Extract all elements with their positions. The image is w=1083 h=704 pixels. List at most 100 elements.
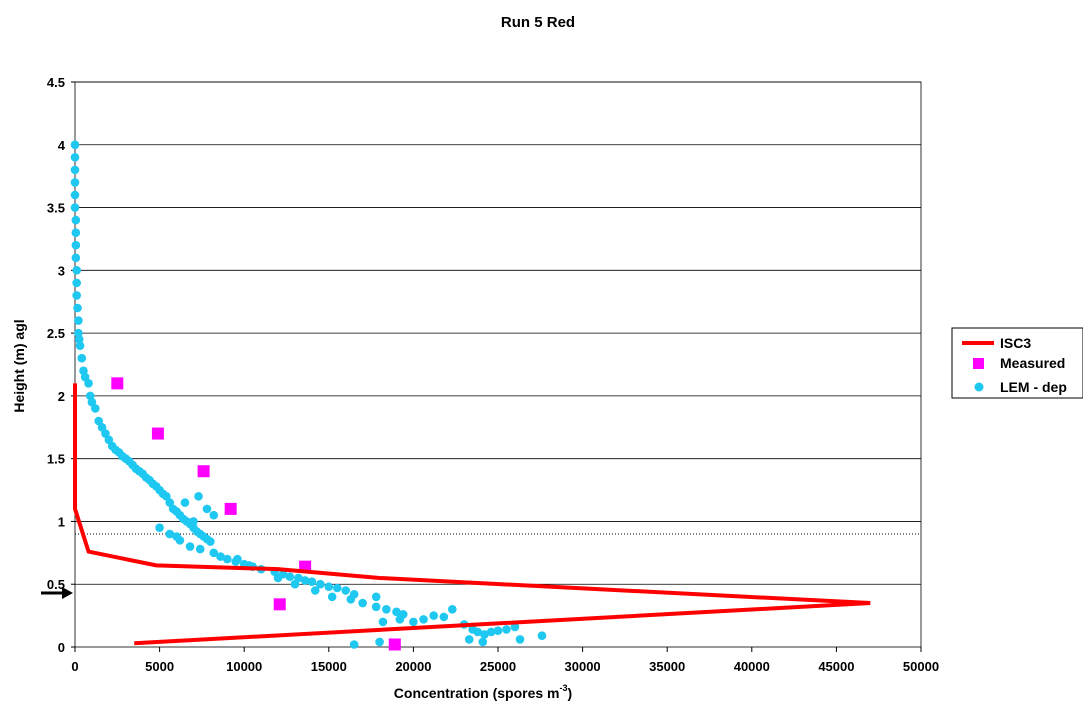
x-tick-label: 40000 [734,659,770,674]
lem-point [101,429,110,438]
lem-point [70,178,80,187]
lem-point [97,422,107,432]
measured-point [111,377,124,390]
measured-point [197,465,210,478]
lem-point [71,215,81,225]
y-tick-label: 0 [58,640,65,655]
lem-point [70,190,80,200]
lem-point [70,140,80,150]
y-tick-label: 2 [58,389,65,404]
lem-point [222,554,232,564]
x-axis-label: Concentration (spores m-3) [394,683,572,701]
lem-point [71,228,81,237]
chart-title: Run 5 Red [501,14,575,31]
series-isc3 [73,383,871,646]
legend: ISC3 Measured LEM - dep [951,327,1083,399]
lem-point [209,548,219,558]
lem-point [180,498,190,507]
lem-point [327,592,337,602]
lem-point [341,586,351,595]
lem-point [189,517,198,526]
lem-point [464,635,474,644]
lem-point [429,611,439,620]
lem-point [480,630,489,639]
lem-point [537,631,547,640]
lem-point [155,523,164,533]
lem-point [73,303,82,313]
y-tick-label: 1.5 [47,452,65,467]
lem-point [371,592,381,602]
lem-point [392,607,401,617]
lem-point [409,617,418,627]
lem-point [71,240,81,250]
lem-point [202,504,212,514]
isc3-line [73,383,871,646]
x-tick-label: 20000 [395,659,431,674]
lem-point [87,397,97,407]
lem-point [74,335,84,344]
lem-point [294,573,303,583]
lem-point [358,598,367,608]
lem-point [378,617,388,627]
x-axis-label-close: ) [568,685,573,701]
lem-point [104,435,114,445]
lem-point [419,615,428,624]
lem-point [77,353,87,363]
lem-point [382,605,391,614]
lem-point [349,640,359,649]
lem-point [273,573,283,583]
lem-point [70,203,80,212]
lem-point [448,605,457,614]
x-axis-label-text: Concentration (spores m [394,685,560,701]
lem-point [307,577,317,587]
x-axis-label-superscript: -3 [560,683,568,693]
legend-lem-label: LEM - dep [1000,379,1067,395]
lem-point [80,372,90,382]
lem-point [70,165,80,175]
y-axis-ticks: 0 0.5 1 1.5 2 2.5 3 3.5 4 4.5 [47,75,75,655]
lem-point [375,637,384,647]
lem-point [72,291,81,300]
y-tick-label: 4.5 [47,75,65,90]
lem-point [510,622,520,632]
lem-point [194,492,203,501]
lem-point [185,542,195,551]
x-tick-label: 10000 [226,659,262,674]
lem-point [515,635,525,644]
lem-point [91,404,100,413]
x-axis-ticks: 0 5000 10000 15000 20000 25000 30000 35000 40000… [71,647,939,674]
x-tick-label: 15000 [311,659,347,674]
plot-area [74,81,922,648]
lem-point [71,253,81,263]
lem-point [493,626,503,635]
lem-point [473,627,482,637]
lem-point [371,602,381,612]
lem-point [285,572,295,581]
measured-point [273,598,286,611]
gridlines [75,81,921,585]
legend-measured-swatch [973,358,984,369]
lem-point [346,594,356,604]
lem-point [502,625,511,634]
y-tick-label: 2.5 [47,326,65,341]
x-tick-label: 35000 [649,659,685,674]
lem-point [162,492,171,501]
lem-point [165,498,175,507]
lem-point [316,579,325,589]
lem-point [233,554,242,564]
y-tick-label: 3 [58,263,65,278]
lem-point [332,583,342,593]
lem-point [478,637,488,647]
legend-isc3-label: ISC3 [1000,335,1031,351]
lem-point [209,510,219,520]
lem-point [72,278,81,288]
lem-point [195,544,205,554]
y-tick-label: 0.5 [47,577,65,592]
lem-point [94,416,103,426]
lem-point [84,379,93,388]
lem-point [70,153,80,162]
lem-point [486,627,496,637]
x-tick-label: 45000 [818,659,854,674]
lem-point [216,552,225,561]
